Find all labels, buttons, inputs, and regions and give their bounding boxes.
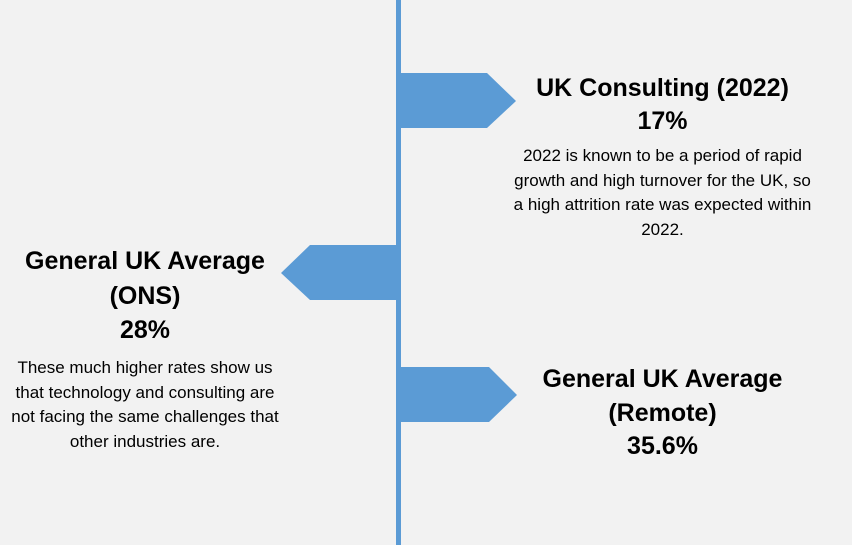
timeline-entry-general-ons: General UK Average (ONS) 28% These much … (0, 244, 290, 454)
entry-description: 2022 is known to be a period of rapid gr… (513, 146, 812, 239)
timeline-entry-general-remote: General UK Average (Remote) 35.6% (505, 362, 820, 463)
entry-title: UK Consulting (2022) (536, 74, 789, 102)
entry-value: 17% (637, 107, 688, 135)
timeline-entry-consulting: UK Consulting (2022) 17% 2022 is known t… (505, 72, 820, 242)
arrow-left-general-ons (280, 245, 400, 301)
entry-title: General UK Average (Remote) (542, 365, 783, 427)
arrow-right-consulting (399, 73, 517, 129)
arrow-right-general-remote (399, 367, 519, 423)
entry-value: 28% (119, 316, 171, 344)
entry-description: These much higher rates show us that tec… (11, 358, 279, 451)
entry-title: General UK Average (ONS) (25, 247, 265, 310)
entry-value: 35.6% (627, 432, 698, 460)
